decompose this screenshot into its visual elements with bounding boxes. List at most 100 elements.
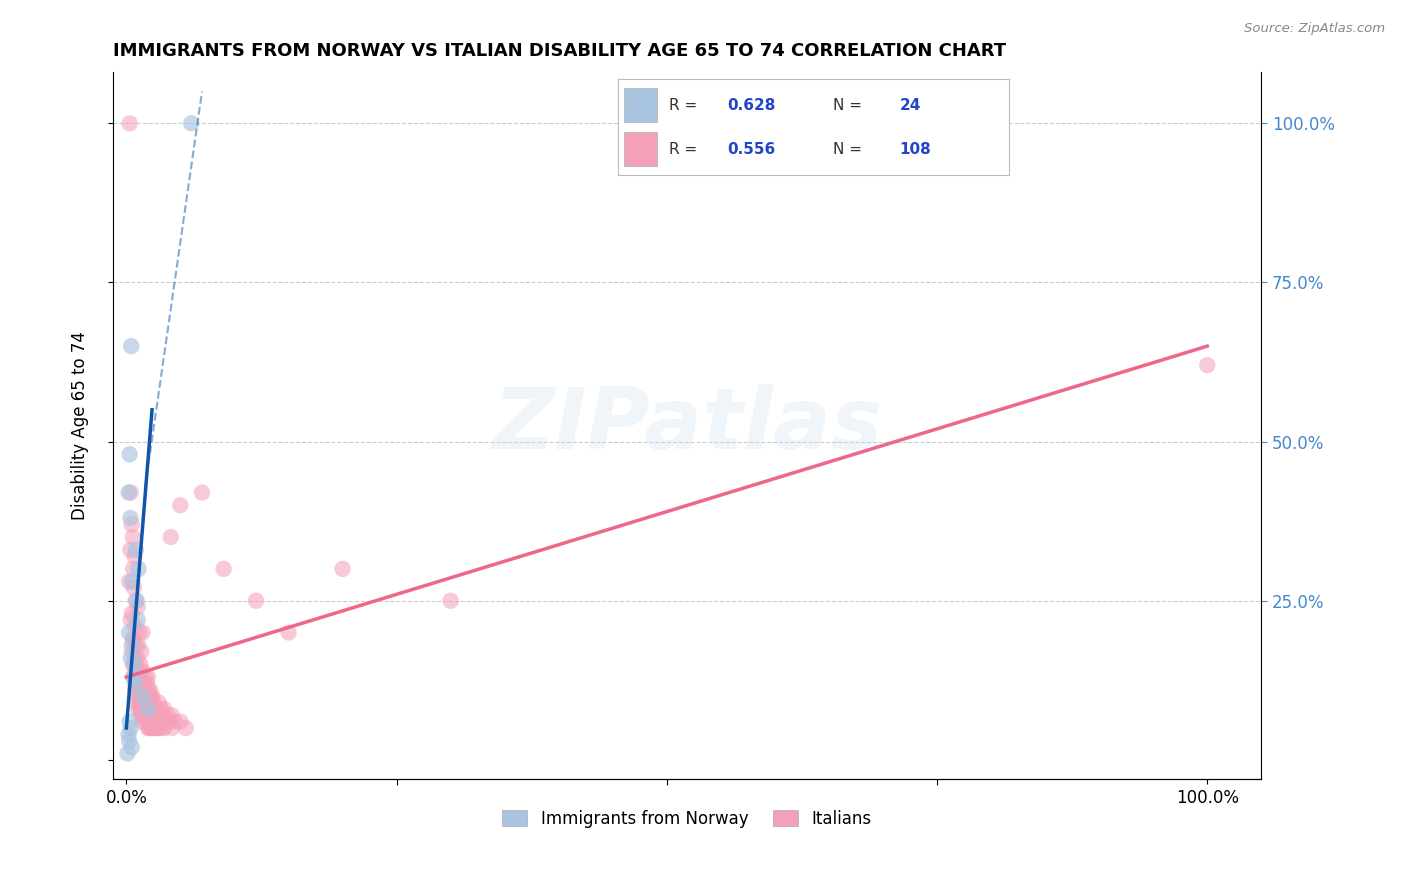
Point bbox=[120, 613, 142, 627]
Point bbox=[122, 562, 145, 576]
Point bbox=[142, 708, 165, 723]
Point bbox=[135, 714, 157, 729]
Point bbox=[212, 562, 235, 576]
Point bbox=[135, 689, 157, 703]
Point bbox=[142, 696, 165, 710]
Point bbox=[136, 670, 159, 684]
Point bbox=[117, 485, 139, 500]
Point bbox=[148, 696, 170, 710]
Point bbox=[169, 498, 191, 512]
Point bbox=[127, 600, 149, 615]
Point bbox=[122, 632, 145, 646]
Point bbox=[120, 511, 142, 525]
Point bbox=[139, 708, 162, 723]
Point bbox=[125, 638, 148, 652]
Point bbox=[132, 708, 155, 723]
Text: ZIPatlas: ZIPatlas bbox=[492, 384, 882, 467]
Point bbox=[153, 721, 176, 735]
Point bbox=[655, 116, 678, 130]
Point bbox=[121, 638, 143, 652]
Point bbox=[136, 721, 159, 735]
Point bbox=[122, 657, 145, 672]
Point bbox=[134, 682, 156, 697]
Point bbox=[141, 721, 163, 735]
Point bbox=[145, 708, 167, 723]
Point bbox=[141, 721, 163, 735]
Point bbox=[125, 664, 148, 678]
Point bbox=[145, 721, 167, 735]
Point bbox=[136, 702, 159, 716]
Point bbox=[122, 581, 145, 595]
Point bbox=[131, 702, 153, 716]
Point bbox=[132, 696, 155, 710]
Point bbox=[117, 727, 139, 741]
Point bbox=[169, 714, 191, 729]
Point bbox=[440, 593, 463, 607]
Point bbox=[121, 574, 143, 589]
Point bbox=[121, 740, 143, 755]
Point bbox=[134, 702, 156, 716]
Point bbox=[121, 670, 143, 684]
Point bbox=[127, 702, 149, 716]
Point bbox=[141, 702, 163, 716]
Point bbox=[141, 708, 163, 723]
Point bbox=[153, 702, 176, 716]
Point bbox=[121, 517, 143, 532]
Point bbox=[139, 696, 162, 710]
Point bbox=[135, 708, 157, 723]
Point bbox=[128, 702, 150, 716]
Point bbox=[120, 542, 142, 557]
Point bbox=[129, 708, 152, 723]
Point bbox=[174, 721, 197, 735]
Point bbox=[131, 708, 153, 723]
Point bbox=[121, 530, 143, 544]
Point bbox=[129, 645, 152, 659]
Point bbox=[136, 702, 159, 716]
Point bbox=[118, 574, 141, 589]
Point bbox=[160, 708, 183, 723]
Point bbox=[129, 676, 152, 690]
Point bbox=[191, 485, 214, 500]
Point bbox=[120, 485, 142, 500]
Point bbox=[139, 682, 162, 697]
Point bbox=[131, 664, 153, 678]
Point bbox=[156, 708, 179, 723]
Text: IMMIGRANTS FROM NORWAY VS ITALIAN DISABILITY AGE 65 TO 74 CORRELATION CHART: IMMIGRANTS FROM NORWAY VS ITALIAN DISABI… bbox=[112, 42, 1005, 60]
Point bbox=[143, 721, 166, 735]
Point bbox=[148, 721, 170, 735]
Point bbox=[135, 670, 157, 684]
Point bbox=[245, 593, 267, 607]
Point bbox=[159, 530, 181, 544]
Point bbox=[129, 657, 152, 672]
Point bbox=[118, 116, 141, 130]
Point bbox=[117, 747, 139, 761]
Point bbox=[131, 625, 153, 640]
Point bbox=[136, 682, 159, 697]
Legend: Immigrants from Norway, Italians: Immigrants from Norway, Italians bbox=[496, 803, 879, 834]
Point bbox=[120, 721, 142, 735]
Point bbox=[163, 714, 186, 729]
Point bbox=[1197, 358, 1219, 372]
Point bbox=[127, 638, 149, 652]
Point bbox=[138, 689, 160, 703]
Point bbox=[180, 116, 202, 130]
Point bbox=[121, 645, 143, 659]
Point bbox=[135, 676, 157, 690]
Point bbox=[131, 689, 153, 703]
Point bbox=[149, 702, 172, 716]
Point bbox=[332, 562, 354, 576]
Point bbox=[125, 593, 148, 607]
Point bbox=[128, 625, 150, 640]
Point bbox=[138, 721, 160, 735]
Point bbox=[124, 682, 146, 697]
Point bbox=[127, 676, 149, 690]
Point bbox=[127, 682, 149, 697]
Point bbox=[145, 708, 167, 723]
Point bbox=[124, 549, 146, 563]
Point bbox=[143, 702, 166, 716]
Point bbox=[125, 542, 148, 557]
Point bbox=[124, 619, 146, 633]
Point bbox=[135, 708, 157, 723]
Point bbox=[121, 657, 143, 672]
Point bbox=[141, 689, 163, 703]
